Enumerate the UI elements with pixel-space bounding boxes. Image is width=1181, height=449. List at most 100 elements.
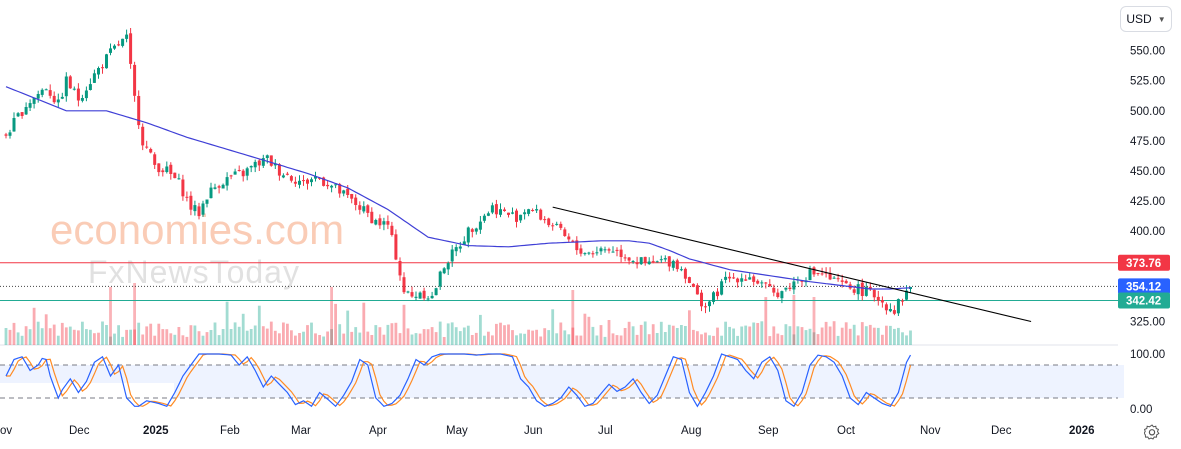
volume-bar	[547, 330, 551, 345]
volume-bar	[418, 333, 422, 345]
volume-bar	[889, 325, 892, 345]
candle-body	[189, 195, 193, 210]
stochastic-pane	[0, 353, 1124, 408]
candle-body	[691, 283, 695, 287]
volume-bar	[876, 327, 880, 345]
volume-bar	[627, 321, 631, 345]
volume-bar	[788, 326, 792, 345]
volume-bar	[386, 324, 390, 345]
volume-bar	[539, 336, 543, 345]
volume-bar	[354, 327, 358, 345]
volume-bar	[499, 322, 502, 345]
candle-body	[527, 209, 531, 214]
candle-body	[253, 161, 257, 168]
volume-bar	[129, 329, 132, 345]
time-tick-label: Feb	[220, 425, 240, 437]
candle-body	[579, 248, 583, 254]
candle-body	[342, 190, 346, 194]
volume-bar	[153, 335, 157, 345]
candle-body	[217, 186, 221, 188]
candle-body	[257, 160, 261, 166]
candle-body	[591, 253, 595, 255]
volume-bar	[442, 337, 446, 345]
settings-gear-button[interactable]	[1142, 422, 1162, 442]
candle-body	[820, 273, 824, 275]
candle-body	[888, 309, 892, 312]
volume-bar	[161, 329, 165, 345]
volume-bar	[237, 326, 241, 345]
candle-body	[374, 220, 378, 225]
volume-bar	[382, 334, 386, 345]
candle-body	[193, 205, 197, 212]
candle-body	[462, 241, 466, 245]
volume-bar	[909, 330, 912, 345]
candle-body	[302, 180, 305, 182]
candle-body	[48, 90, 52, 96]
volume-bar	[495, 323, 498, 345]
volume-bar	[8, 329, 12, 345]
candle-body	[836, 278, 840, 280]
volume-bar	[89, 329, 92, 345]
currency-selector[interactable]: USD ▼	[1120, 6, 1172, 32]
volume-bar	[804, 330, 808, 345]
oscillator-band	[174, 365, 1124, 398]
volume-bar	[659, 321, 663, 345]
candle-body	[125, 34, 129, 39]
candle-body	[334, 184, 338, 186]
candle-body	[490, 205, 494, 213]
candle-body	[197, 206, 201, 217]
volume-bar	[44, 314, 48, 345]
volume-bar	[527, 329, 530, 345]
candle-body	[744, 279, 748, 281]
volume-bar	[579, 335, 583, 345]
volume-bar	[434, 332, 438, 345]
candle-body	[466, 227, 470, 243]
volume-bar	[872, 327, 876, 345]
candle-body	[97, 68, 100, 75]
candle-body	[555, 223, 559, 225]
time-tick-label: 2025	[143, 425, 169, 437]
volume-bar	[221, 329, 225, 345]
volume-bar	[466, 325, 470, 345]
volume-bar	[4, 328, 8, 345]
volume-bar	[631, 326, 635, 345]
candle-body	[269, 155, 273, 166]
level-pill-last-price	[1118, 278, 1170, 295]
volume-bar	[113, 333, 116, 345]
candle-body	[410, 292, 414, 297]
volume-bar	[704, 332, 707, 345]
volume-bar	[278, 333, 281, 345]
volume-bar	[812, 297, 816, 345]
volume-bar	[133, 283, 136, 345]
candle-body	[293, 181, 297, 184]
candle-body	[687, 277, 691, 283]
volume-bar	[812, 332, 816, 345]
candle-body	[446, 263, 450, 270]
candle-body	[201, 203, 205, 215]
volume-bar	[663, 332, 667, 345]
volume-bar	[503, 325, 506, 345]
candle-body	[402, 277, 406, 293]
candle-body	[659, 259, 663, 261]
candle-body	[792, 281, 796, 290]
volume-bar	[474, 332, 478, 345]
candle-body	[663, 258, 667, 260]
candle-body	[808, 269, 812, 281]
volume-bar	[406, 328, 410, 345]
candle-body	[840, 280, 844, 282]
candle-body	[816, 273, 820, 274]
volume-bar	[290, 330, 293, 345]
volume-bar	[860, 322, 864, 345]
candle-body	[868, 286, 872, 290]
volume-bar	[643, 321, 647, 345]
volume-bar	[189, 325, 193, 345]
volume-bar	[366, 331, 370, 345]
volume-bar	[286, 323, 289, 345]
candle-body	[117, 44, 121, 46]
volume-bar	[446, 323, 450, 345]
volume-bar	[157, 323, 161, 345]
candle-body	[406, 291, 410, 293]
volume-bar	[93, 333, 96, 345]
axes: 550.00 525.00 500.00 475.00 450.00 425.00 400.…	[0, 46, 1170, 437]
